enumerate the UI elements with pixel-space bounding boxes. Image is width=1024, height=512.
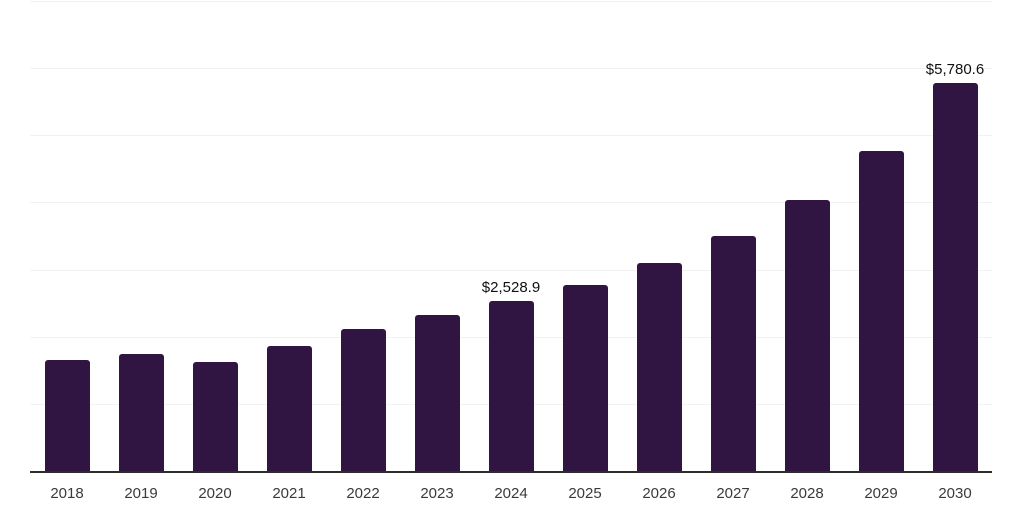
x-axis-label-2030: 2030 [938, 485, 972, 502]
x-axis-label-2029: 2029 [864, 485, 898, 502]
bar-2025 [562, 285, 608, 471]
bar-2020 [192, 361, 238, 471]
plot-area: 2018 2019 2020 2021 2022 2023 2024 $2,528.9 2025… [30, 0, 992, 512]
x-axis-label-2022: 2022 [346, 485, 380, 502]
x-axis-label-2023: 2023 [420, 485, 454, 502]
gridline-5000 [30, 135, 992, 137]
bar-2022 [340, 328, 386, 471]
bar-2029 [858, 150, 904, 471]
bar-2028 [784, 200, 830, 471]
x-axis-line [30, 471, 992, 473]
bar-2023 [414, 314, 460, 471]
x-axis-label-2027: 2027 [716, 485, 750, 502]
x-axis-label-2018: 2018 [50, 485, 84, 502]
x-axis-label-2020: 2020 [198, 485, 232, 502]
bar-2027 [710, 235, 756, 471]
x-axis-label-2021: 2021 [272, 485, 306, 502]
data-label-2024: $2,528.9 [481, 279, 541, 297]
bar-2019 [118, 353, 164, 471]
x-axis-label-2028: 2028 [790, 485, 824, 502]
gridline-6000 [30, 68, 992, 70]
bar-2018 [44, 360, 90, 471]
data-label-2030: $5,780.6 [925, 60, 985, 78]
bar-2024 [488, 301, 534, 471]
gridline-4000 [30, 202, 992, 204]
bar-2021 [266, 345, 312, 471]
x-axis-label-2024: 2024 [494, 485, 528, 502]
gridline-7000 [30, 1, 992, 2]
x-axis-label-2026: 2026 [642, 485, 676, 502]
x-axis-label-2019: 2019 [124, 485, 158, 502]
bar-2030 [932, 82, 978, 471]
bar-2026 [636, 263, 682, 471]
gridline-3000 [30, 269, 992, 271]
x-axis-label-2025: 2025 [568, 485, 602, 502]
